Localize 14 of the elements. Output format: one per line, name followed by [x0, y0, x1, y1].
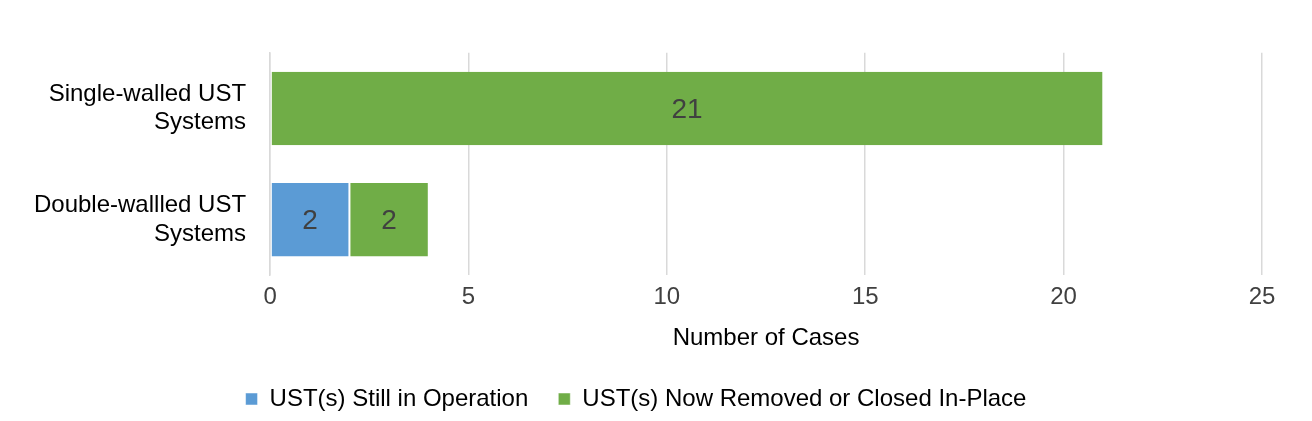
legend-label: UST(s) Still in Operation — [269, 383, 529, 411]
legend-label: UST(s) Now Removed or Closed In-Place — [582, 383, 1027, 411]
x-tick-label: 0 — [263, 282, 277, 310]
x-axis-title: Number of Cases — [672, 323, 860, 351]
data-label: 21 — [671, 93, 703, 125]
x-tick-label: 10 — [653, 282, 681, 310]
x-tick-label: 15 — [851, 282, 879, 310]
data-label: 2 — [381, 204, 397, 236]
x-tick-label: 25 — [1248, 282, 1276, 310]
data-label: 2 — [302, 204, 318, 236]
y-tick-label: Double-wallled UST Systems — [33, 189, 247, 246]
y-tick-label: Single-walled UST Systems — [48, 78, 247, 135]
x-tick-label: 5 — [461, 282, 476, 310]
x-tick-label: 20 — [1050, 282, 1077, 310]
